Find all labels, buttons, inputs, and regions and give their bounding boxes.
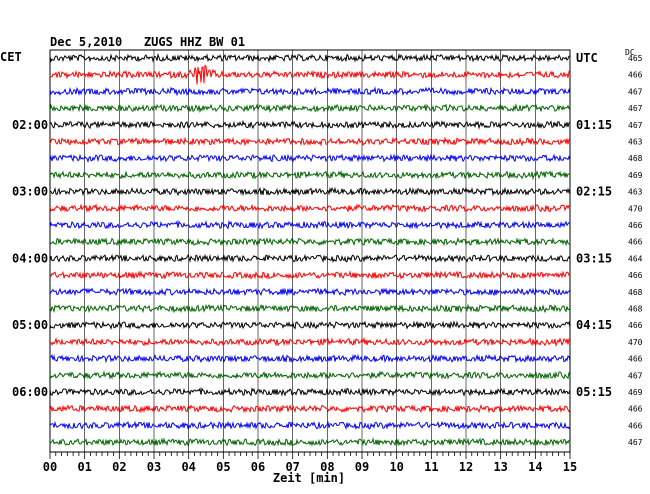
dc-offset-value: 463	[628, 138, 643, 147]
dc-offset-value: 467	[628, 438, 643, 447]
trace-3	[49, 86, 571, 97]
dc-offset-value: 466	[628, 405, 643, 414]
trace-8	[49, 169, 571, 181]
left-hour-label: 03:00	[12, 185, 48, 199]
x-tick-label: 01	[77, 460, 91, 474]
trace-23	[49, 420, 571, 431]
left-hour-label: 05:00	[12, 318, 48, 332]
x-tick-label: 11	[424, 460, 438, 474]
dc-offset-value: 467	[628, 371, 643, 380]
x-tick-label: 09	[355, 460, 369, 474]
trace-7	[49, 153, 571, 164]
trace-17	[49, 320, 571, 331]
right-hour-label: UTC	[576, 51, 598, 65]
dc-offset-value: 466	[628, 355, 643, 364]
trace-6	[49, 136, 571, 147]
right-hour-label: 03:15	[576, 251, 612, 265]
trace-10	[49, 203, 571, 214]
left-hour-labels: 02:00 03:00 04:00 05:00 06:00	[12, 118, 48, 399]
trace-1	[49, 52, 571, 63]
dc-header-label: DC	[625, 48, 635, 57]
trace-11	[49, 219, 571, 230]
trace-2	[49, 64, 571, 85]
trace-22	[49, 404, 571, 414]
trace-21	[49, 386, 571, 397]
trace-12	[49, 237, 571, 247]
x-tick-label: 15	[563, 460, 577, 474]
dc-offset-value: 465	[628, 54, 643, 63]
dc-offset-value: 466	[628, 421, 643, 430]
trace-13	[49, 253, 571, 264]
dc-offset-value: 470	[628, 338, 643, 347]
plot-frame	[49, 49, 571, 453]
dc-offset-value: 468	[628, 288, 643, 297]
trace-18	[49, 336, 571, 348]
right-hour-label: 04:15	[576, 318, 612, 332]
x-tick-label: 10	[389, 460, 403, 474]
dc-offset-value: 466	[628, 221, 643, 230]
dc-offset-value: 469	[628, 171, 643, 180]
dc-offset-value: 466	[628, 238, 643, 247]
right-hour-label: 02:15	[576, 185, 612, 199]
x-tick-label: 06	[251, 460, 265, 474]
dc-offset-value: 467	[628, 104, 643, 113]
trace-4	[49, 103, 571, 114]
left-timezone-label: CET	[0, 50, 22, 64]
x-axis: 00 01 02 03 04 05 06 07 08 09 10 11 12 13 14 15	[43, 452, 577, 474]
dc-offset-value: 466	[628, 71, 643, 80]
x-tick-label: 05	[216, 460, 230, 474]
chart-title: Dec 5,2010 ZUGS HHZ BW 01	[50, 35, 245, 49]
plot-border	[49, 49, 571, 453]
dc-offsets: 465 466 467 467 467 463 468 469 463 470 466 466 464 4…	[628, 54, 643, 447]
left-hour-label: 02:00	[12, 118, 48, 132]
x-tick-label: 00	[43, 460, 57, 474]
right-hour-labels: UTC 01:15 02:15 03:15 04:15 05:15	[576, 51, 612, 399]
trace-15	[49, 287, 571, 297]
traces	[49, 52, 571, 447]
dc-offset-value: 466	[628, 321, 643, 330]
dc-offset-value: 466	[628, 271, 643, 280]
dc-offset-value: 469	[628, 388, 643, 397]
right-hour-label: 05:15	[576, 385, 612, 399]
x-tick-label: 08	[320, 460, 334, 474]
right-hour-label: 01:15	[576, 118, 612, 132]
grid-lines	[84, 50, 536, 452]
dc-offset-value: 467	[628, 121, 643, 130]
dc-offset-value: 468	[628, 305, 643, 314]
trace-24	[49, 437, 571, 447]
left-hour-label: 04:00	[12, 251, 48, 265]
left-hour-label: 06:00	[12, 385, 48, 399]
trace-14	[49, 270, 571, 280]
trace-19	[49, 353, 571, 364]
dc-offset-value: 463	[628, 188, 643, 197]
dc-offset-value: 468	[628, 154, 643, 163]
x-axis-label: Zeit [min]	[273, 471, 345, 485]
x-tick-label: 02	[112, 460, 126, 474]
trace-9	[49, 186, 571, 197]
x-tick-label: 12	[459, 460, 473, 474]
x-tick-label: 14	[528, 460, 542, 474]
x-tick-label: 03	[147, 460, 161, 474]
dc-offset-value: 470	[628, 204, 643, 213]
x-tick-label: 13	[493, 460, 507, 474]
dc-offset-value: 464	[628, 254, 643, 263]
x-tick-label: 04	[181, 460, 195, 474]
trace-5	[49, 119, 571, 130]
x-tick-label: 07	[285, 460, 299, 474]
trace-20	[49, 370, 571, 381]
trace-16	[49, 303, 571, 314]
dc-offset-value: 467	[628, 87, 643, 96]
